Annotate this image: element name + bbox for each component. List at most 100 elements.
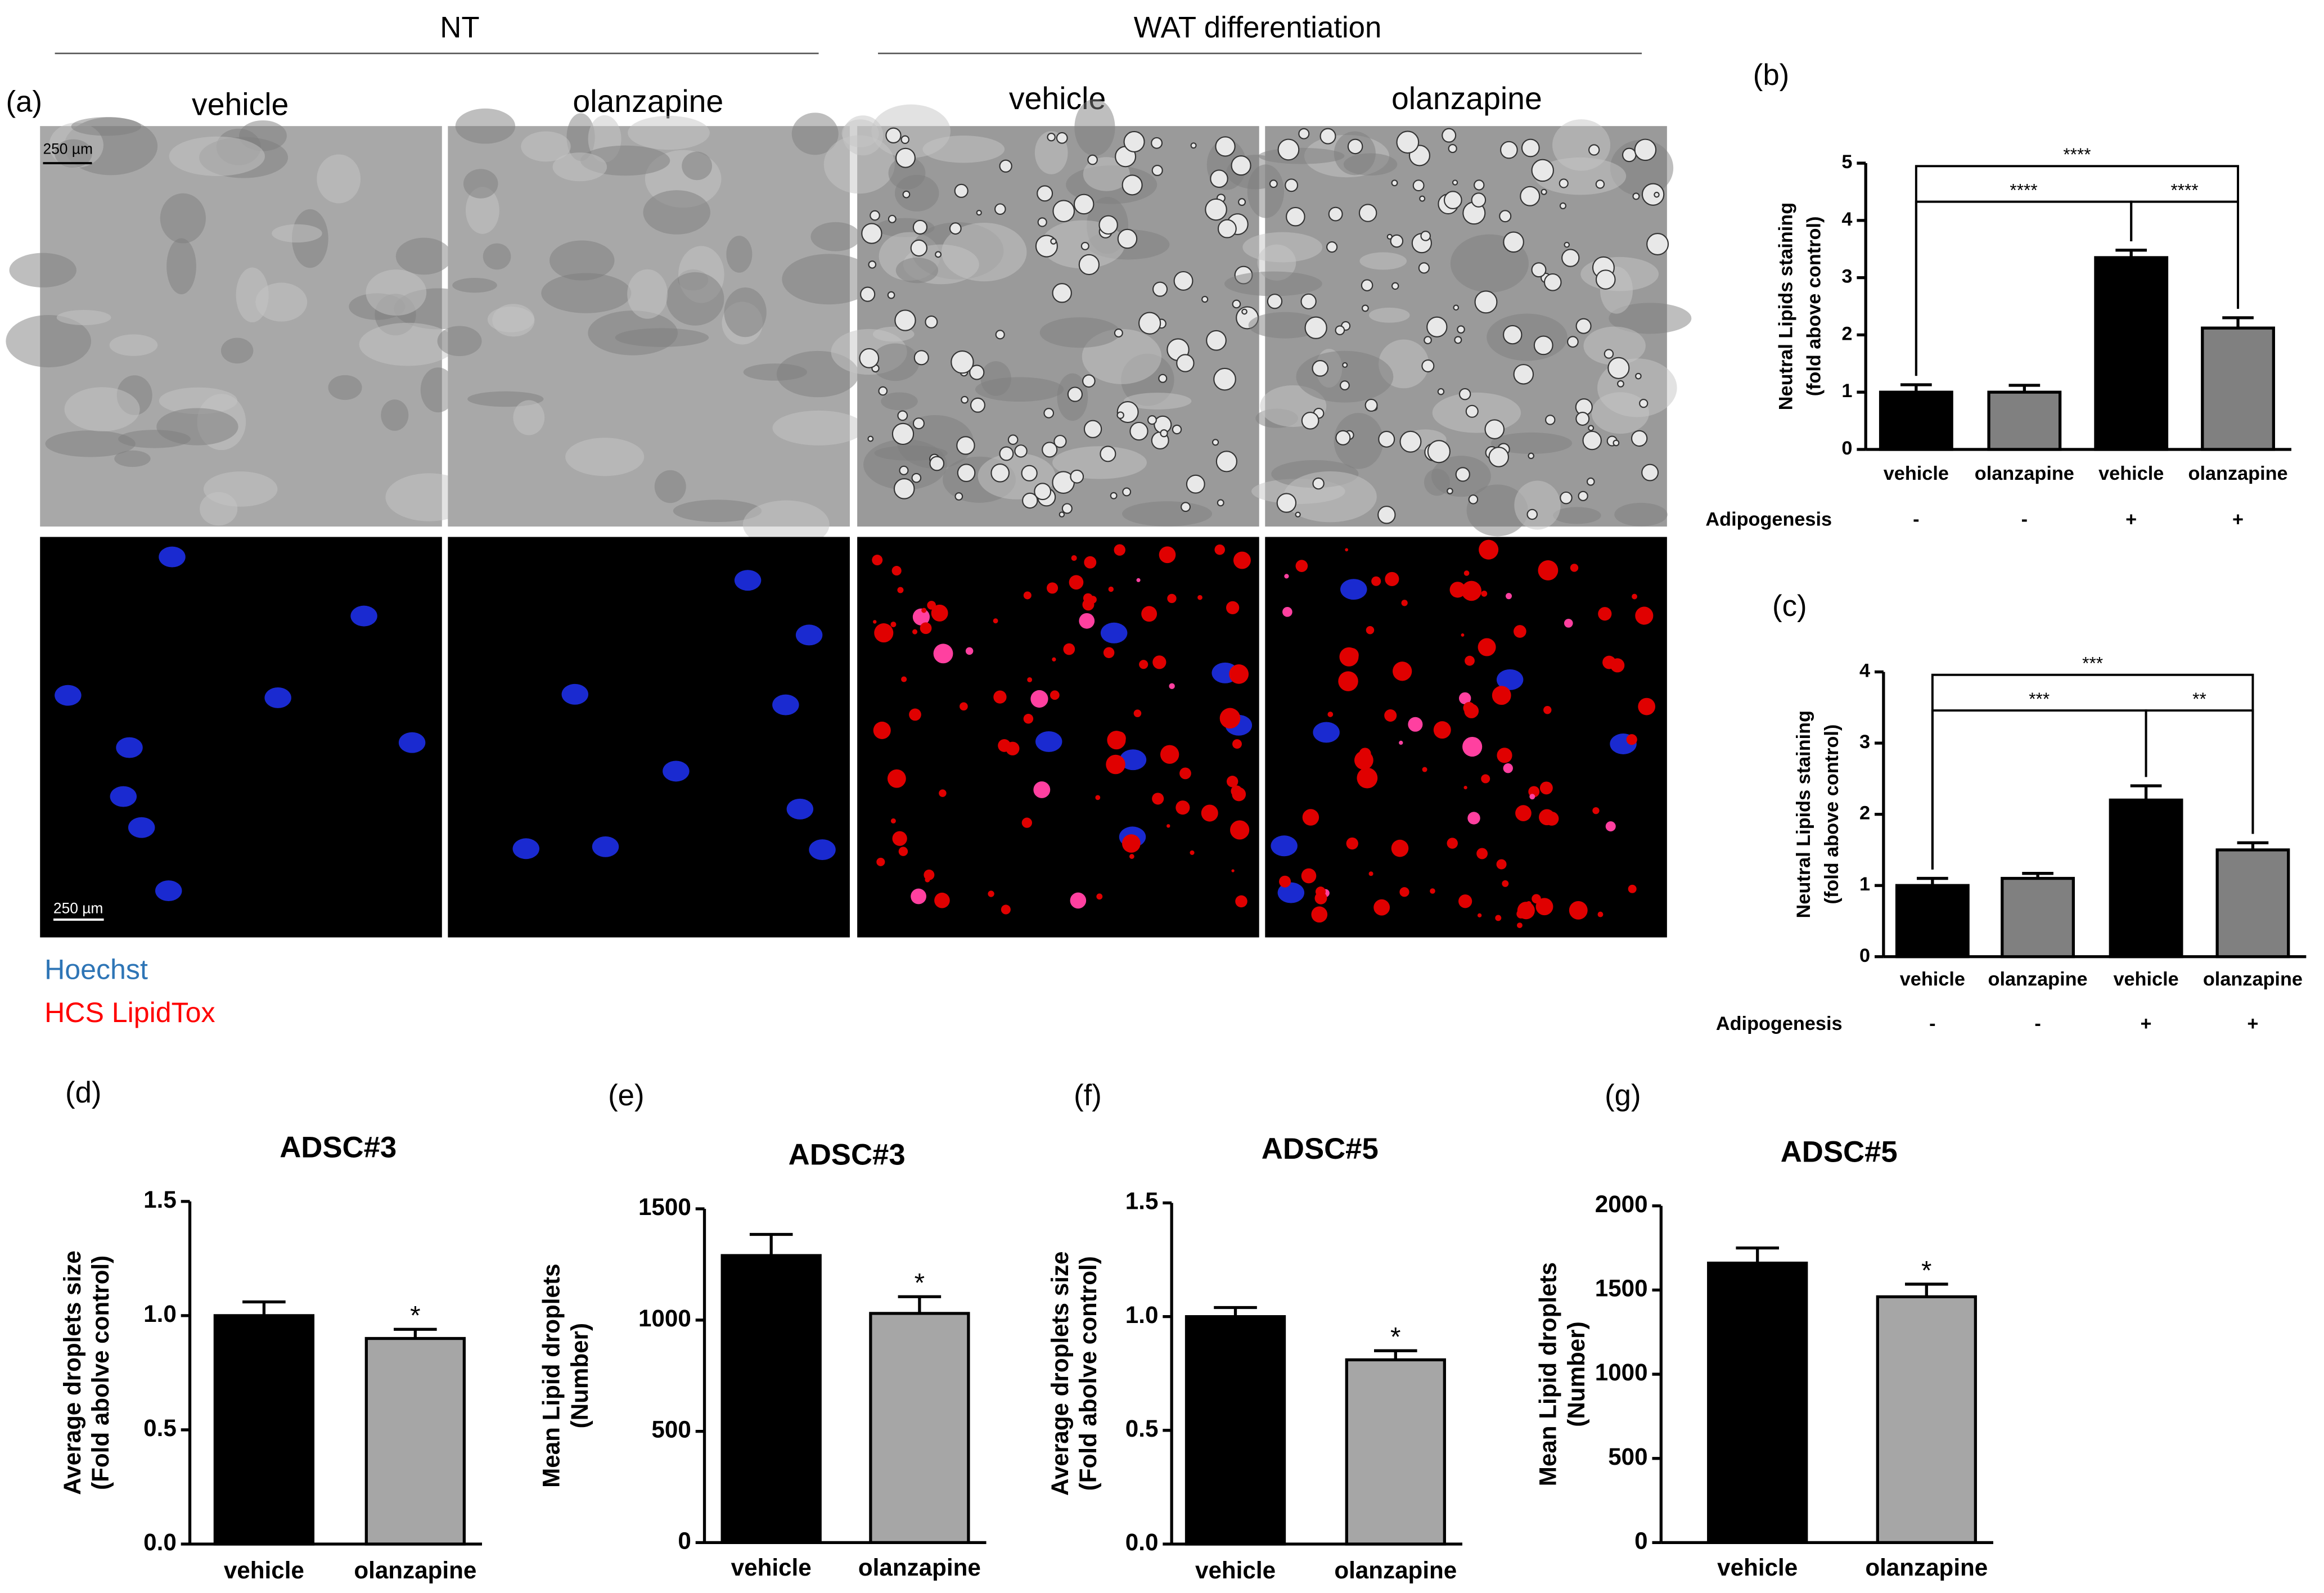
cell-texture — [1123, 393, 1192, 410]
y-axis-label: (fold above control) — [1821, 724, 1843, 904]
cell-texture — [1466, 484, 1528, 537]
row-sign: + — [2125, 509, 2137, 530]
lipid — [1447, 838, 1458, 849]
y-axis-label: (Fold abolve control) — [1075, 1256, 1101, 1491]
droplet — [954, 183, 969, 198]
droplet — [1503, 231, 1524, 253]
cell-texture — [1247, 164, 1285, 218]
cell-texture — [726, 236, 753, 273]
lipid — [1201, 804, 1218, 822]
droplet — [1117, 228, 1138, 249]
y-tick-label: 1500 — [1595, 1275, 1648, 1302]
column-label: olanzapine — [1391, 81, 1542, 116]
lipid — [1232, 739, 1242, 749]
droplet — [1213, 367, 1236, 391]
y-tick-label: 3 — [1841, 266, 1852, 287]
chart-title: ADSC#3 — [280, 1131, 397, 1164]
bar — [1879, 390, 1953, 451]
nucleus — [734, 570, 762, 591]
column-label: vehicle — [192, 87, 289, 122]
y-axis-label: Mean Lipid droplets — [1535, 1262, 1561, 1486]
droplet — [1122, 174, 1143, 196]
bar — [2215, 848, 2290, 958]
droplet — [1326, 241, 1338, 253]
panel-label: (g) — [1605, 1079, 1641, 1112]
error-bar — [898, 1295, 942, 1313]
droplet — [1061, 503, 1073, 514]
lipid — [1384, 709, 1397, 722]
lipid — [1543, 706, 1552, 714]
bar — [1345, 1358, 1446, 1546]
cell-texture — [272, 224, 322, 243]
bracket — [2130, 200, 2240, 309]
lipid — [1458, 692, 1471, 705]
panel-label: (a) — [6, 86, 42, 119]
lipid — [1503, 763, 1513, 773]
bar — [1707, 1261, 1808, 1544]
droplet — [1458, 388, 1471, 400]
droplet — [1082, 374, 1096, 388]
droplet — [910, 239, 927, 257]
droplet — [1052, 283, 1072, 303]
y-axis-label: (Number) — [1563, 1321, 1589, 1426]
lipid — [931, 604, 948, 622]
bar — [1987, 390, 2062, 451]
lipid — [1197, 595, 1202, 600]
lipid — [1477, 913, 1482, 918]
droplet — [1503, 325, 1523, 345]
droplet — [887, 291, 895, 299]
panel-label: (c) — [1772, 590, 1807, 623]
droplet — [1588, 425, 1595, 431]
error-bar — [2022, 872, 2053, 879]
lipid — [1166, 824, 1170, 828]
droplet — [1452, 179, 1458, 186]
cell-texture — [1074, 99, 1115, 156]
lipid — [1301, 868, 1317, 884]
droplet — [1420, 231, 1431, 241]
droplet — [1418, 262, 1430, 274]
cell-texture — [782, 254, 876, 305]
droplet — [1607, 357, 1630, 379]
lipid — [1214, 544, 1225, 555]
droplet — [1114, 328, 1123, 338]
droplet — [1567, 336, 1579, 348]
droplet — [1641, 183, 1665, 206]
lipid — [1433, 721, 1451, 739]
error-bar — [2222, 316, 2254, 328]
y-tick-label: 1 — [1841, 380, 1852, 402]
cell-texture — [395, 237, 452, 275]
lipid — [1083, 593, 1093, 603]
y-tick-label: 4 — [1859, 660, 1870, 682]
lipid — [1023, 714, 1034, 724]
error-bar — [394, 1328, 437, 1339]
lipid — [1371, 576, 1381, 586]
y-axis-label: (Fold abolve control) — [87, 1256, 114, 1490]
droplet — [1021, 465, 1038, 482]
cell-texture — [455, 108, 516, 144]
lipid — [872, 555, 883, 566]
droplet — [1545, 415, 1556, 425]
droplet — [1110, 492, 1118, 500]
lipid — [1481, 774, 1490, 784]
droplet — [1276, 493, 1297, 513]
y-axis-label: (fold above control) — [1804, 217, 1825, 397]
lipid — [1430, 888, 1435, 894]
droplet — [1152, 281, 1168, 297]
lipid — [1070, 892, 1087, 909]
fluor-image — [40, 537, 442, 938]
lipid — [965, 647, 974, 655]
droplet — [1116, 411, 1124, 419]
group-label: NT — [440, 11, 479, 44]
droplet — [1123, 130, 1145, 152]
y-tick-label: 0 — [1859, 945, 1870, 966]
bar — [1876, 1295, 1977, 1544]
cell-texture — [6, 314, 92, 368]
droplet — [1471, 192, 1487, 208]
row-sign: + — [2247, 1013, 2258, 1034]
lipid — [1462, 736, 1483, 757]
droplet — [1340, 380, 1350, 391]
droplet — [1241, 308, 1247, 315]
droplet — [899, 465, 909, 475]
column-label: olanzapine — [573, 84, 723, 119]
